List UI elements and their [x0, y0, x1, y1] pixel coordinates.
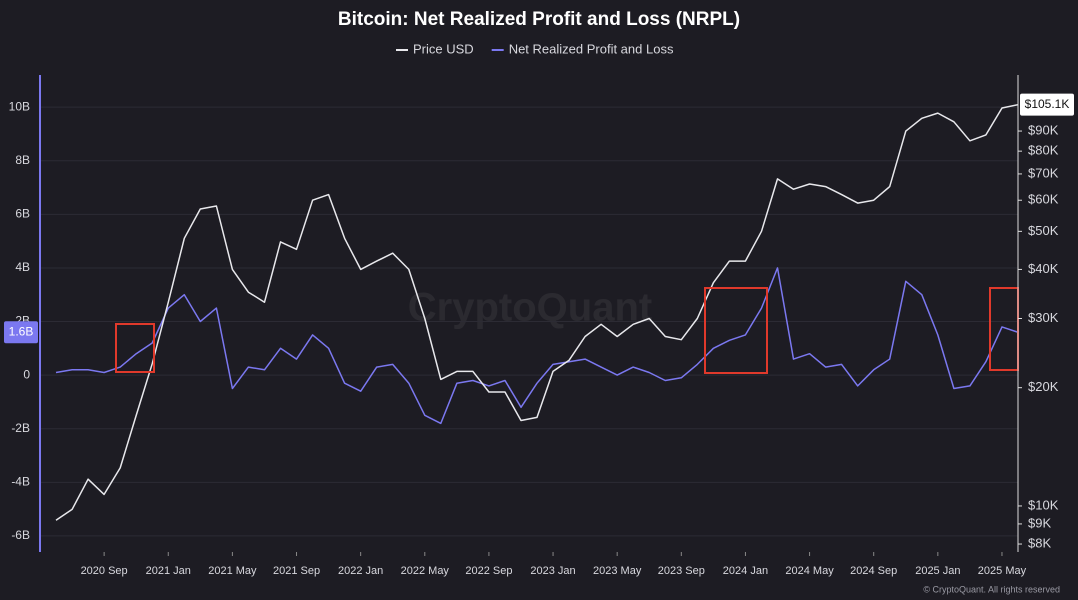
y2-tick-label: $60K [1028, 192, 1059, 207]
y-tick-label: 0 [23, 367, 30, 381]
x-tick-label: 2021 Sep [273, 565, 320, 577]
x-tick-label: 2022 May [401, 565, 450, 577]
current-value-label: 1.6B [9, 324, 34, 338]
y2-tick-label: $8K [1028, 535, 1051, 550]
x-tick-label: 2021 Jan [146, 565, 191, 577]
x-tick-label: 2025 Jan [915, 565, 960, 577]
legend-label: Price USD [413, 41, 474, 56]
current-value-badge [4, 321, 38, 344]
y2-tick-label: $90K [1028, 122, 1059, 137]
copyright: © CryptoQuant. All rights reserved [923, 584, 1060, 594]
x-tick-label: 2023 May [593, 565, 642, 577]
y2-tick-label: $10K [1028, 497, 1059, 512]
x-tick-label: 2024 Jan [723, 565, 768, 577]
x-tick-label: 2024 May [785, 565, 834, 577]
y2-tick-label: $40K [1028, 261, 1059, 276]
x-tick-label: 2022 Sep [465, 565, 512, 577]
x-tick-label: 2024 Sep [850, 565, 897, 577]
x-tick-label: 2025 May [978, 565, 1027, 577]
y-tick-label: 10B [9, 99, 30, 113]
series-line [55, 103, 1019, 521]
highlight-box [989, 287, 1019, 371]
highlight-boxes [115, 287, 1019, 374]
highlight-box [704, 287, 768, 374]
y-tick-label: 4B [15, 260, 30, 274]
legend: Price USD Net Realized Profit and Loss [396, 41, 674, 56]
axes: -6B-4B-2B02B4B6B8B10B$8K$9K$10K$20K$30K$… [4, 75, 1074, 577]
y2-tick-label: $80K [1028, 143, 1059, 158]
chart-title: Bitcoin: Net Realized Profit and Loss (N… [338, 9, 740, 30]
y-tick-label: 6B [15, 207, 30, 221]
current-value-badge [1020, 93, 1074, 116]
y2-tick-label: $70K [1028, 165, 1059, 180]
x-tick-label: 2022 Jan [338, 565, 383, 577]
grid [40, 106, 1018, 537]
x-tick-label: 2021 May [208, 565, 257, 577]
x-tick-label: 2023 Sep [658, 565, 705, 577]
current-value-label: $105.1K [1025, 97, 1070, 111]
y-tick-label: -6B [11, 528, 30, 542]
y-tick-label: -2B [11, 421, 30, 435]
watermark: CryptoQuant [408, 286, 652, 330]
y2-tick-label: $20K [1028, 379, 1059, 394]
plot [55, 103, 1019, 521]
y-tick-label: 8B [15, 153, 30, 167]
y2-tick-label: $9K [1028, 515, 1051, 530]
series-line [55, 267, 1019, 425]
x-tick-label: 2020 Sep [81, 565, 128, 577]
x-tick-label: 2023 Jan [530, 565, 575, 577]
y2-tick-label: $50K [1028, 223, 1059, 238]
highlight-box [115, 323, 155, 373]
y2-tick-label: $30K [1028, 310, 1059, 325]
y-tick-label: -4B [11, 474, 30, 488]
legend-label: Net Realized Profit and Loss [509, 41, 674, 56]
